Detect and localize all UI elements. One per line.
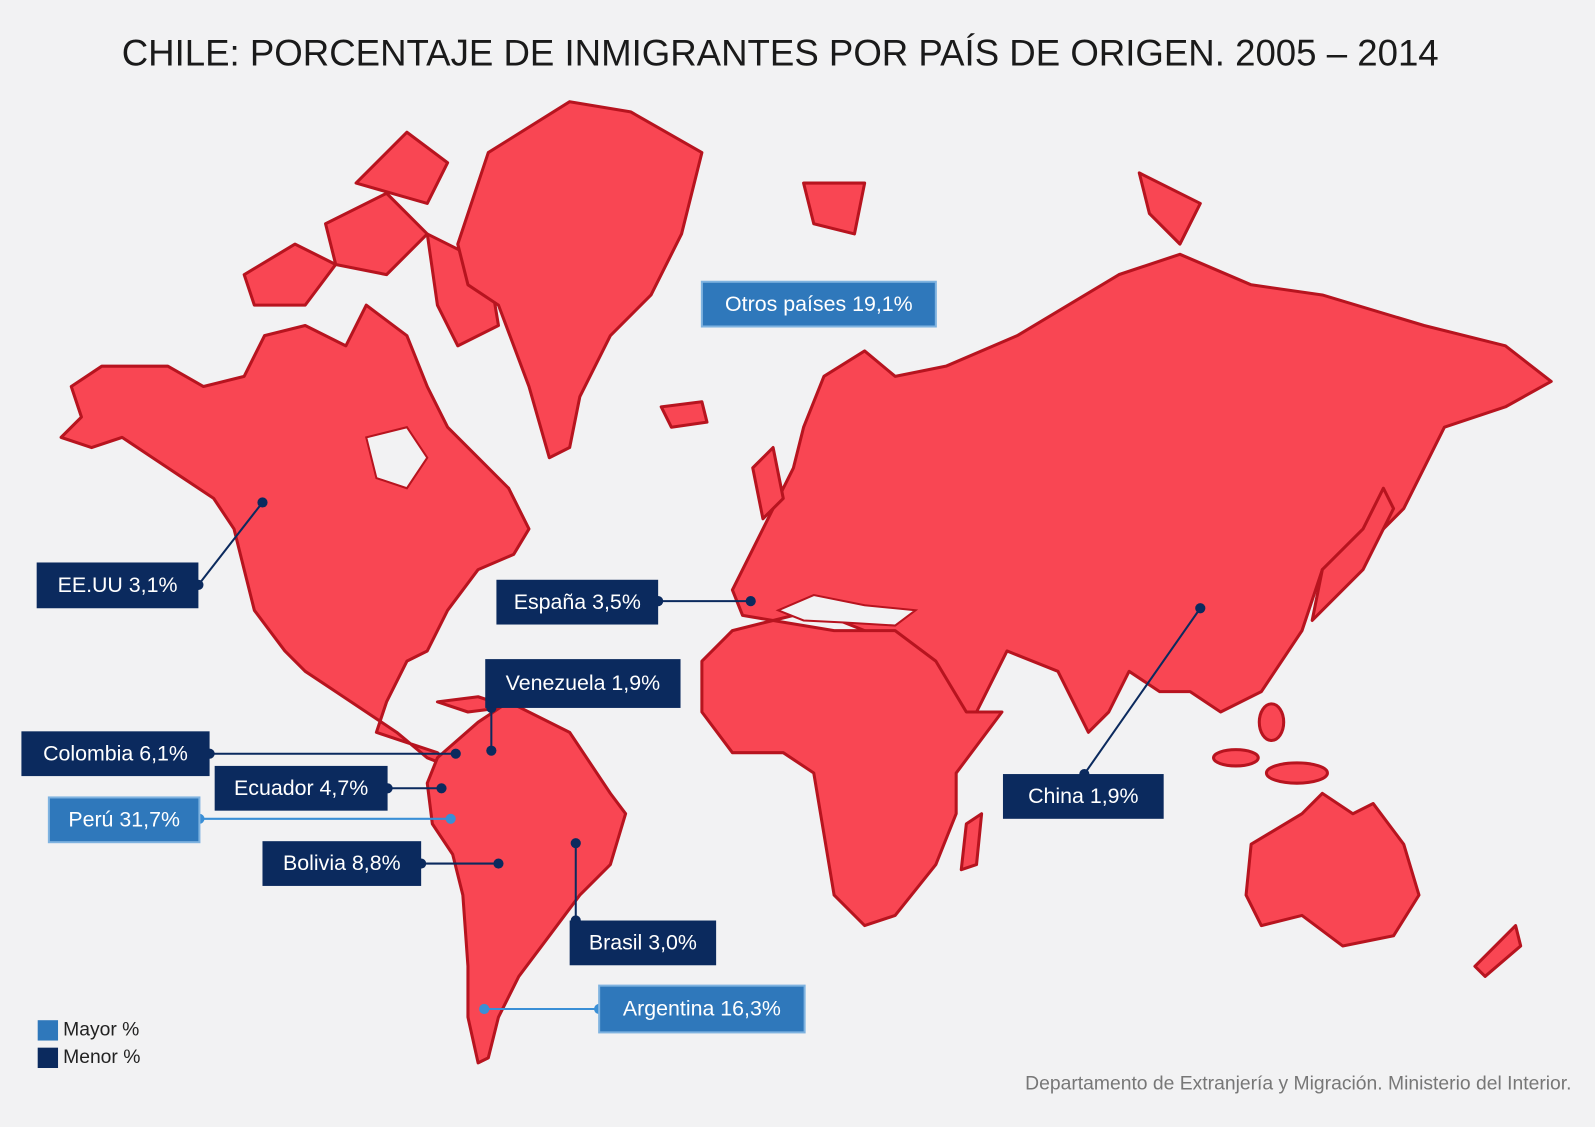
label-text: China 1,9% <box>1028 784 1138 808</box>
legend-swatch <box>37 1047 59 1069</box>
japan <box>1310 486 1396 622</box>
label-box <box>21 731 210 777</box>
pointer-line <box>197 501 264 586</box>
source: Departamento de Extranjería y Migración.… <box>1025 1073 1571 1094</box>
label-text: Bolivia 8,8% <box>283 851 401 875</box>
label-text: Brasil 3,0% <box>589 931 697 955</box>
new-zealand <box>1473 924 1523 978</box>
label-text: Ecuador 4,7% <box>234 776 368 800</box>
arctic-island <box>242 242 338 307</box>
label-text: España 3,5% <box>514 590 641 614</box>
label-text: Perú 31,7% <box>68 807 180 831</box>
pointer-dot <box>257 497 268 508</box>
label-box <box>36 562 199 609</box>
pointer-dot <box>570 838 581 849</box>
pointer-dot <box>486 745 497 756</box>
north-america <box>59 303 531 770</box>
label-box <box>262 841 422 886</box>
greenland <box>456 100 704 460</box>
legend-swatch <box>37 1020 59 1041</box>
label-box <box>700 280 937 328</box>
label-box <box>1002 774 1164 819</box>
pointer-dot <box>436 783 447 794</box>
label-box <box>598 984 806 1034</box>
svalbard <box>802 181 867 236</box>
island <box>1264 761 1329 785</box>
iceland <box>659 400 709 429</box>
pointer-line <box>1083 607 1202 775</box>
pointer-dot <box>445 813 456 824</box>
arctic-island <box>354 130 450 205</box>
label-text: Otros países 19,1% <box>725 292 913 316</box>
label-text: EE.UU 3,1% <box>58 573 178 597</box>
label-box <box>496 579 659 625</box>
novaya-zemlya <box>1137 171 1202 246</box>
world-map <box>59 100 1553 1065</box>
label-text: Colombia 6,1% <box>43 741 188 765</box>
island <box>1211 748 1260 768</box>
britain <box>751 446 785 521</box>
island <box>1257 702 1286 743</box>
mediterranean <box>775 593 919 627</box>
pointer-dot <box>745 596 756 607</box>
africa <box>700 618 1004 928</box>
madagascar <box>959 812 984 872</box>
arctic-island <box>324 191 429 277</box>
labels: Otros países 19,1% EE.UU 3,1% España 3,5% V… <box>21 280 1206 1034</box>
south-america <box>425 700 628 1065</box>
pointer-dot <box>1195 603 1206 614</box>
label-box <box>214 765 388 811</box>
title: CHILE: PORCENTAJE DE INMIGRANTES POR PAÍ… <box>122 33 1439 74</box>
label-box <box>485 659 681 708</box>
label-box <box>569 920 717 966</box>
australia <box>1244 791 1421 948</box>
hudson-bay <box>364 426 429 490</box>
pointer-dot <box>450 748 461 759</box>
legend-label: Menor % <box>63 1047 140 1068</box>
label-box <box>47 796 201 844</box>
label-text: Argentina 16,3% <box>623 997 781 1021</box>
legend: Mayor % Menor % <box>37 1019 140 1069</box>
pointer-dot <box>479 1003 490 1015</box>
label-text: Venezuela 1,9% <box>506 671 660 695</box>
pointer-dot <box>493 858 504 869</box>
legend-label: Mayor % <box>63 1019 139 1040</box>
